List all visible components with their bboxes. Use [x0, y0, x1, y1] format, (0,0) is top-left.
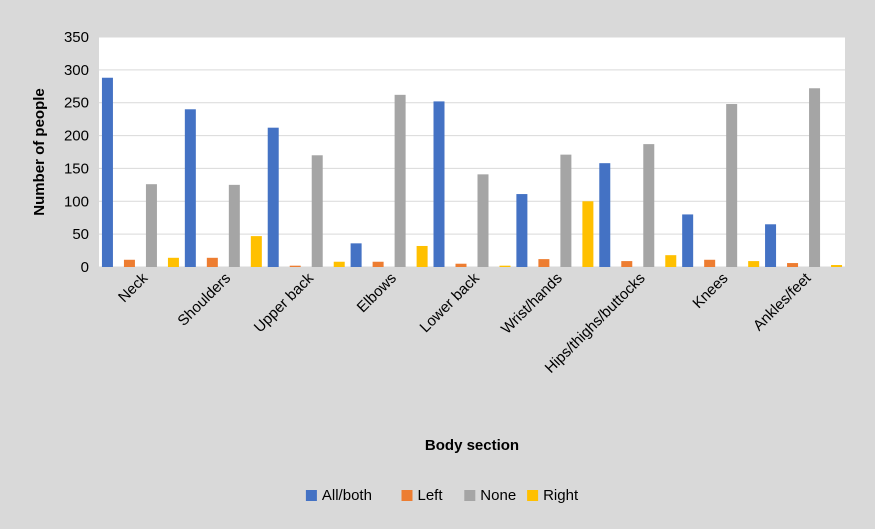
bar-none-5 [560, 154, 572, 267]
x-axis-title: Body section [425, 437, 519, 454]
bar-right-5 [582, 201, 594, 267]
bar-all-both-5 [516, 194, 528, 267]
legend-label: Left [418, 487, 444, 504]
bar-none-1 [228, 184, 240, 267]
y-tick-label: 100 [64, 193, 89, 210]
y-tick-label: 350 [64, 29, 89, 46]
legend-label: All/both [322, 487, 372, 504]
y-tick-label: 150 [64, 160, 89, 177]
bar-right-6 [665, 255, 677, 267]
y-tick-label: 50 [72, 226, 89, 243]
bar-right-2 [333, 261, 345, 267]
bar-left-8 [787, 263, 799, 267]
legend: All/both Left None Right [305, 487, 579, 504]
plot-area [99, 37, 845, 267]
bar-all-both-0 [101, 77, 113, 267]
bar-none-7 [726, 104, 738, 268]
bar-right-7 [748, 261, 760, 267]
bar-all-both-2 [267, 127, 279, 267]
x-tick-label: Ankles/feet [750, 269, 815, 334]
x-axis-ticks: Neck Shoulders Upper back Elbows Lower back W… [115, 269, 815, 377]
bar-left-4 [455, 263, 467, 267]
bar-left-6 [621, 261, 633, 267]
legend-item: Left [401, 487, 444, 504]
bar-all-both-7 [682, 214, 694, 267]
legend-swatch [464, 490, 476, 501]
gridlines [99, 36, 845, 268]
y-tick-label: 300 [64, 62, 89, 79]
bar-left-3 [372, 261, 384, 267]
legend-swatch [401, 490, 413, 501]
x-tick-label: Neck [115, 269, 152, 306]
x-tick-label: Wrist/hands [498, 270, 566, 338]
bar-all-both-6 [599, 163, 611, 267]
bar-left-0 [123, 259, 135, 267]
bar-all-both-3 [350, 243, 362, 267]
x-tick-label: Elbows [354, 270, 400, 316]
legend-item: None [464, 487, 516, 504]
bar-all-both-4 [433, 101, 445, 268]
bar-none-0 [145, 184, 157, 267]
x-tick-label: Lower back [417, 269, 484, 336]
bar-left-7 [704, 259, 716, 267]
legend-label: None [480, 487, 516, 504]
x-tick-label: Shoulders [174, 270, 234, 330]
legend-item: Right [527, 487, 579, 504]
bar-all-both-1 [184, 109, 196, 268]
bar-right-0 [167, 257, 179, 267]
bars [101, 77, 843, 268]
legend-label: Right [543, 487, 579, 504]
y-tick-label: 250 [64, 95, 89, 112]
bar-none-4 [477, 174, 489, 267]
bar-none-3 [394, 94, 406, 267]
y-axis-title: Number of people [31, 88, 48, 216]
bar-all-both-8 [765, 224, 777, 267]
legend-swatch [305, 490, 317, 501]
y-tick-label: 0 [81, 259, 89, 276]
legend-item: All/both [305, 487, 372, 504]
y-axis-ticks: 0 50 100 150 200 250 300 350 [64, 29, 89, 276]
bar-left-2 [289, 265, 301, 267]
bar-none-8 [809, 88, 821, 267]
bar-right-4 [499, 265, 511, 267]
x-tick-label: Knees [689, 270, 731, 312]
x-tick-label: Upper back [251, 269, 318, 336]
bar-none-2 [311, 155, 323, 267]
bar-right-8 [831, 265, 843, 267]
bar-right-1 [250, 236, 262, 267]
bar-left-1 [206, 257, 218, 267]
bar-right-3 [416, 245, 428, 267]
y-tick-label: 200 [64, 128, 89, 145]
bar-none-6 [643, 144, 655, 267]
bar-left-5 [538, 259, 550, 267]
legend-swatch [527, 490, 539, 501]
